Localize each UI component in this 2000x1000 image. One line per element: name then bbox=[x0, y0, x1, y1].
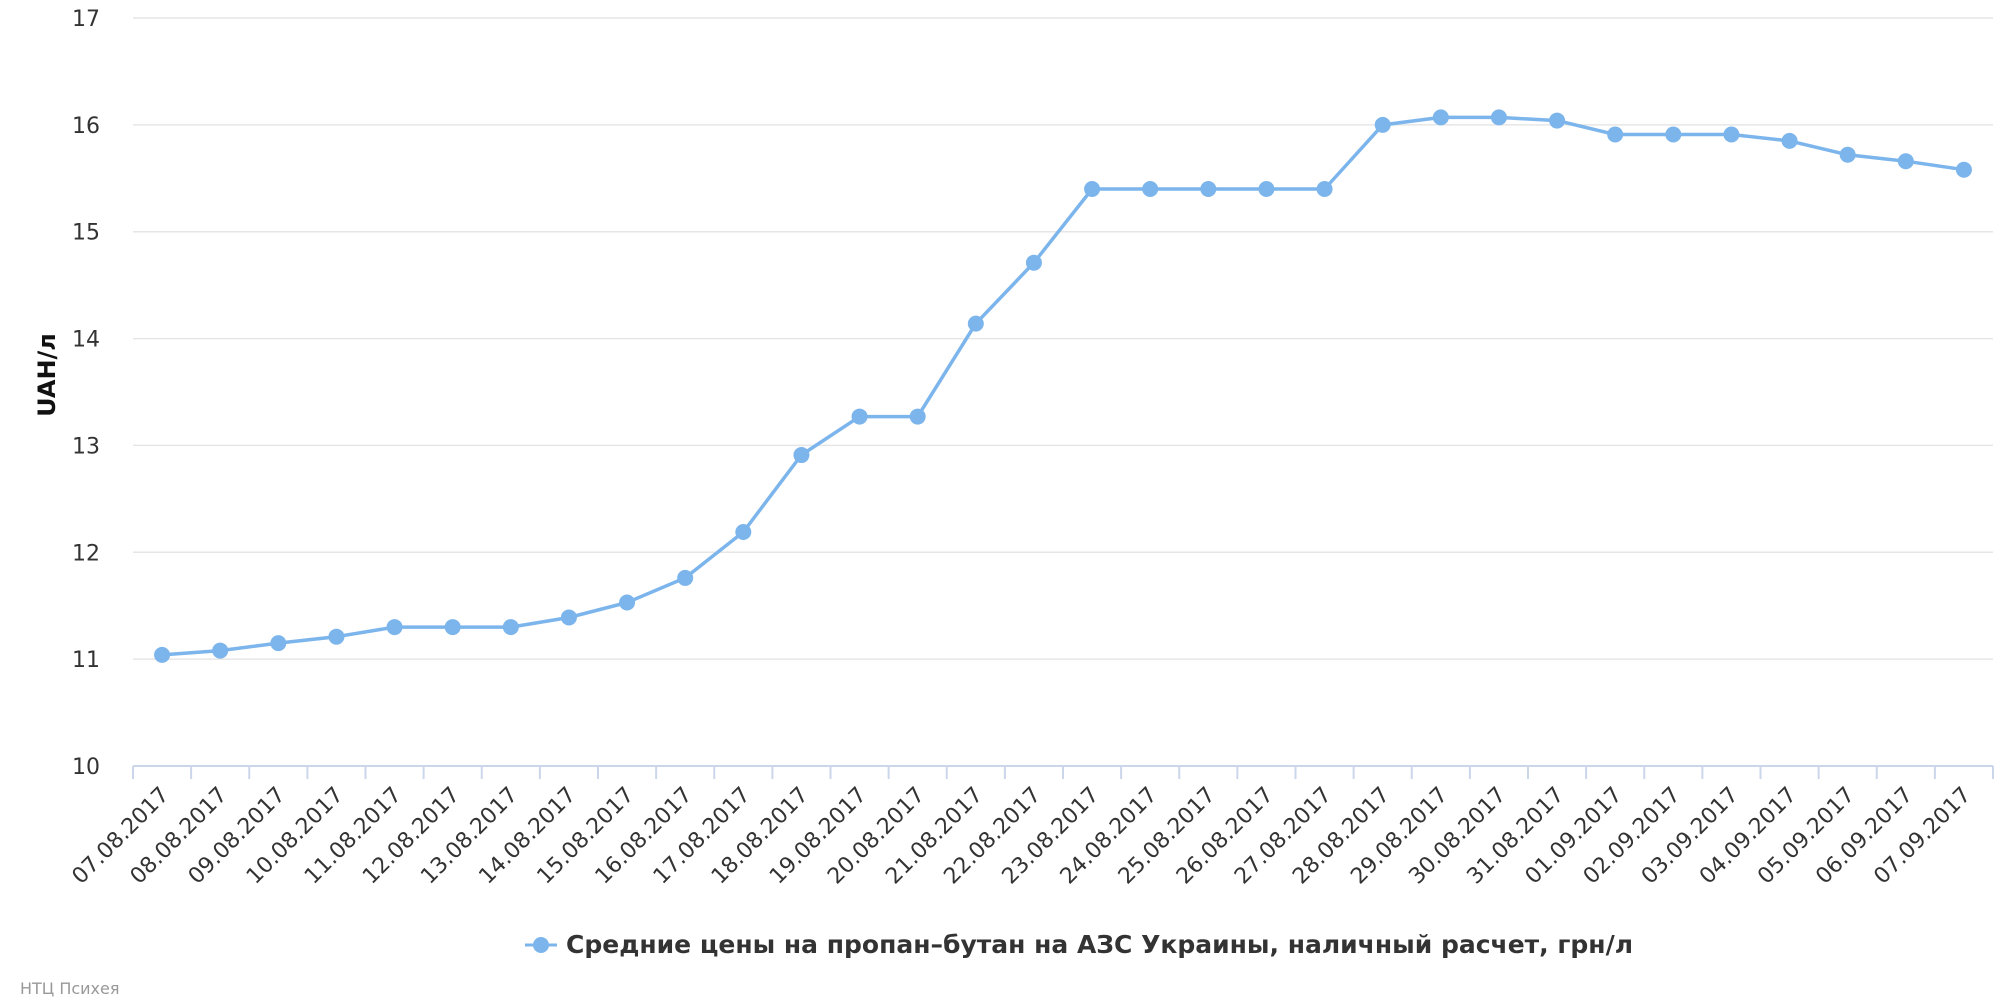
series-line bbox=[160, 115, 1966, 657]
x-axis: 07.08.201708.08.201709.08.201710.08.2017… bbox=[68, 765, 1994, 889]
data-point[interactable] bbox=[212, 642, 229, 659]
data-point[interactable] bbox=[1142, 180, 1159, 197]
y-tick-label: 17 bbox=[72, 7, 100, 32]
y-tick-label: 11 bbox=[72, 648, 100, 673]
y-tick-label: 14 bbox=[72, 328, 100, 353]
data-point[interactable] bbox=[851, 408, 868, 425]
data-point[interactable] bbox=[560, 609, 577, 626]
data-point[interactable] bbox=[1897, 153, 1914, 170]
data-point[interactable] bbox=[677, 569, 694, 586]
y-axis: 10 11 12 13 14 15 16 17 bbox=[72, 7, 100, 780]
data-point[interactable] bbox=[1200, 180, 1217, 197]
data-point[interactable] bbox=[967, 315, 984, 332]
data-point[interactable] bbox=[1665, 126, 1682, 143]
data-point[interactable] bbox=[386, 619, 403, 636]
data-point[interactable] bbox=[1723, 126, 1740, 143]
data-point[interactable] bbox=[1374, 116, 1391, 133]
data-point[interactable] bbox=[1839, 146, 1856, 163]
y-tick-label: 16 bbox=[72, 114, 100, 139]
data-point[interactable] bbox=[793, 447, 810, 464]
data-point[interactable] bbox=[1955, 161, 1972, 178]
y-tick-label: 15 bbox=[72, 221, 100, 246]
series-group bbox=[154, 109, 1972, 663]
legend-marker-icon bbox=[533, 937, 549, 953]
gridlines bbox=[133, 17, 1993, 660]
y-tick-label: 10 bbox=[72, 755, 100, 780]
data-point[interactable] bbox=[1432, 109, 1449, 126]
data-point[interactable] bbox=[1549, 112, 1566, 129]
credits-text[interactable]: НТЦ Психея bbox=[20, 979, 119, 998]
data-point[interactable] bbox=[1607, 126, 1624, 143]
legend-label: Средние цены на пропан–бутан на АЗС Укра… bbox=[566, 930, 1633, 959]
data-point[interactable] bbox=[270, 635, 287, 652]
data-point[interactable] bbox=[909, 408, 926, 425]
data-point[interactable] bbox=[444, 619, 461, 636]
data-point[interactable] bbox=[1781, 132, 1798, 149]
data-point[interactable] bbox=[154, 646, 171, 663]
legend[interactable]: Средние цены на пропан–бутан на АЗС Укра… bbox=[525, 930, 1633, 959]
y-tick-label: 12 bbox=[72, 541, 100, 566]
data-point[interactable] bbox=[502, 619, 519, 636]
data-point[interactable] bbox=[1316, 180, 1333, 197]
y-axis-label: UAH/л bbox=[33, 333, 61, 417]
data-point[interactable] bbox=[619, 594, 636, 611]
data-point[interactable] bbox=[1258, 180, 1275, 197]
data-point[interactable] bbox=[1084, 180, 1101, 197]
y-tick-label: 13 bbox=[72, 434, 100, 459]
data-point[interactable] bbox=[328, 628, 345, 645]
data-point[interactable] bbox=[1490, 109, 1507, 126]
data-point[interactable] bbox=[1025, 254, 1042, 271]
data-point[interactable] bbox=[735, 523, 752, 540]
